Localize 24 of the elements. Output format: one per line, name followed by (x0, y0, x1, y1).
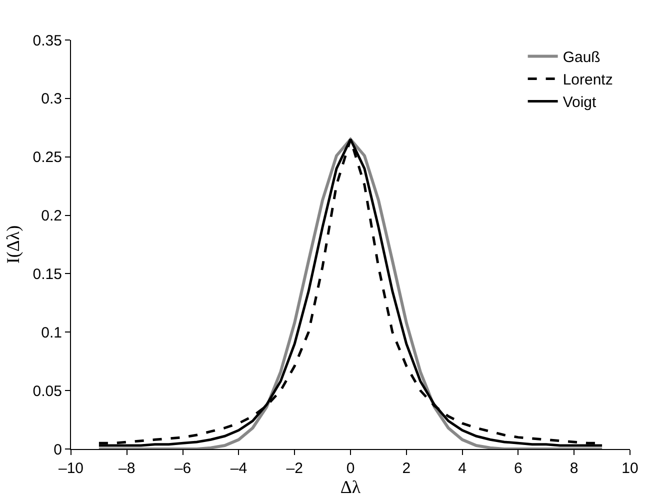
y-tick-label: 0.35 (32, 32, 62, 50)
legend-label: Lorentz (562, 72, 613, 89)
y-tick-label: 0.25 (32, 149, 62, 166)
x-tick-label: 2 (402, 460, 411, 477)
x-tick-label: 10 (622, 460, 638, 477)
x-tick-label: –10 (58, 460, 84, 477)
x-axis-title: Δλ (340, 477, 361, 497)
y-tick-label: 0.15 (32, 266, 62, 283)
y-axis-title: I(Δλ) (2, 225, 23, 264)
y-tick-label: 0.1 (41, 324, 62, 342)
x-tick-label: –4 (230, 460, 248, 477)
legend-label: Voigt (562, 94, 598, 112)
legend-label: Gauß (562, 49, 600, 66)
x-tick-label: 6 (514, 460, 522, 477)
x-tick-label: –2 (286, 460, 303, 477)
y-tick-label: 0.2 (41, 208, 62, 225)
x-tick-label: 4 (458, 460, 466, 477)
x-tick-label: 8 (570, 460, 578, 477)
y-tick-label: 0.3 (41, 90, 62, 108)
x-tick-label: –6 (174, 460, 192, 477)
x-tick-label: 0 (346, 460, 355, 477)
x-tick-label: –8 (118, 460, 136, 477)
y-tick-label: 0.05 (32, 382, 62, 400)
y-tick-label: 0 (54, 441, 62, 458)
